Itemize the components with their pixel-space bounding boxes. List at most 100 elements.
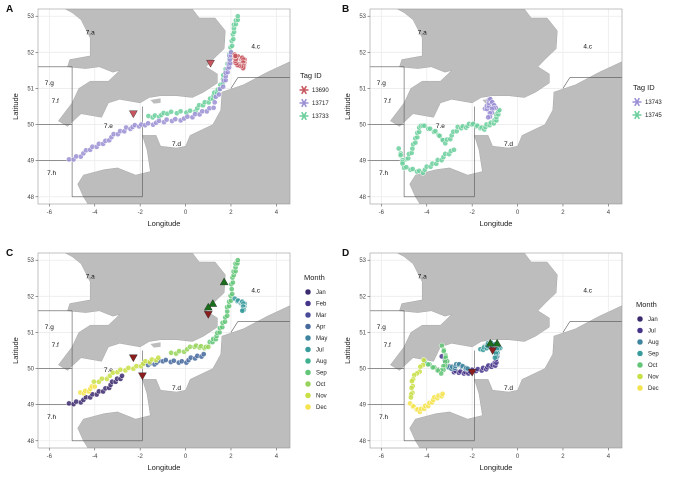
legend-key: [636, 373, 644, 380]
panel-border: [369, 8, 623, 205]
recapture-marker: [206, 59, 215, 68]
y-tick-label: 53: [359, 14, 366, 20]
detection-point: [229, 42, 235, 49]
y-tick-label: 52: [27, 50, 34, 56]
detection-point: [427, 125, 433, 132]
detection-point: [155, 354, 162, 361]
legend-entry: Mar: [316, 313, 326, 319]
detection-point: [211, 99, 218, 106]
x-tick-label: -4: [92, 210, 98, 216]
area-label: 7.f: [52, 342, 59, 349]
release-marker: [208, 299, 218, 307]
panel-letter: B: [342, 4, 349, 15]
x-tick-label: -2: [137, 454, 143, 460]
x-axis-title: Longitude: [480, 219, 513, 228]
x-tick-label: -4: [424, 454, 430, 460]
detection-point: [162, 357, 169, 363]
detection-point: [492, 354, 498, 361]
legend-entry: Jan: [648, 317, 658, 323]
x-tick-label: -2: [469, 210, 475, 216]
panel-b: B 7.a 7.g 7.f 7.e 7.d 7.h 4.c -6 -4 -2 0 2 4 48 49 50 51 5…: [342, 4, 662, 228]
y-axis-title: Latitude: [343, 93, 352, 120]
detection-point: [205, 344, 212, 350]
legend-key: [299, 85, 309, 95]
panel-c: C 7.a 7.g 7.f 7.e 7.d 7.h 4.c -6 -4 -2 0 2 4 48 49 50 51 5…: [6, 248, 327, 472]
recapture-marker: [138, 372, 147, 381]
land-island: [150, 342, 161, 348]
area-label: 4.c: [251, 288, 260, 295]
detection-point: [73, 398, 80, 405]
area-label: 7.g: [45, 324, 54, 331]
land-england: [390, 9, 558, 127]
detection-point: [395, 145, 402, 152]
legend-entry: Oct: [316, 382, 326, 388]
area-label: 7.a: [418, 29, 427, 36]
legend-key: [304, 288, 312, 296]
area-label: 7.f: [384, 342, 391, 349]
legend-key: [304, 357, 312, 365]
detection-point: [66, 400, 72, 407]
release-marker: [219, 277, 229, 286]
y-tick-label: 49: [27, 403, 34, 409]
x-tick-label: 2: [561, 454, 565, 460]
legend-entry: Nov: [316, 394, 327, 400]
x-tick-label: 0: [184, 210, 188, 216]
detection-point: [397, 152, 404, 159]
legend-key: [636, 338, 644, 346]
legend-key: [304, 392, 312, 399]
legend-key: [304, 334, 312, 342]
legend-entry: Oct: [648, 363, 658, 369]
panel-letter: C: [6, 248, 13, 259]
legend-entry: Sep: [648, 352, 659, 358]
recapture-marker: [467, 368, 477, 377]
y-tick-label: 53: [27, 14, 34, 20]
detection-point: [156, 117, 162, 124]
detection-point: [91, 378, 97, 385]
x-tick-label: 4: [607, 454, 611, 460]
x-tick-label: -4: [92, 454, 98, 460]
legend-key: [304, 380, 312, 388]
detection-point: [408, 384, 415, 391]
panel-letter: A: [6, 4, 13, 15]
area-label: 7.g: [377, 324, 386, 331]
detection-point: [417, 363, 424, 370]
x-tick-label: 0: [184, 454, 188, 460]
area-label: 7.h: [47, 170, 56, 177]
detection-point: [172, 116, 179, 122]
release-marker: [492, 338, 502, 347]
detection-point: [230, 279, 236, 286]
detection-point: [239, 307, 246, 314]
area-label: 7.e: [104, 367, 113, 374]
area-label: 7.d: [504, 141, 513, 148]
area-label: 7.a: [418, 273, 427, 280]
area-label: 4.c: [251, 44, 260, 51]
area-label: 7.e: [436, 123, 445, 130]
detection-point: [439, 390, 446, 397]
area-label: 7.e: [104, 123, 113, 130]
y-tick-label: 51: [27, 86, 34, 92]
area-label: 7.d: [504, 385, 513, 392]
legend-title: Month: [636, 300, 657, 309]
y-tick-label: 48: [359, 195, 366, 201]
x-tick-label: 4: [275, 210, 279, 216]
area-label: 7.g: [377, 80, 386, 87]
legend: Tag ID 13743 13745: [632, 83, 662, 120]
detection-point: [409, 378, 415, 384]
y-tick-label: 52: [359, 294, 366, 300]
x-tick-label: 2: [561, 210, 565, 216]
y-axis-title: Latitude: [11, 93, 20, 120]
detection-point: [234, 257, 241, 264]
detection-point: [117, 366, 124, 373]
detection-point: [409, 166, 416, 172]
legend-entry: 13743: [645, 100, 662, 106]
y-tick-label: 48: [359, 439, 366, 445]
detection-point: [232, 53, 239, 59]
detection-point: [119, 372, 125, 379]
legend-key: [636, 315, 644, 323]
panel-border: [369, 252, 623, 449]
legend-key: [299, 98, 309, 108]
map-area: 7.a7.g7.f7.e7.d7.h4.c: [370, 253, 622, 448]
y-tick-label: 49: [359, 403, 366, 409]
detection-point: [408, 394, 414, 401]
